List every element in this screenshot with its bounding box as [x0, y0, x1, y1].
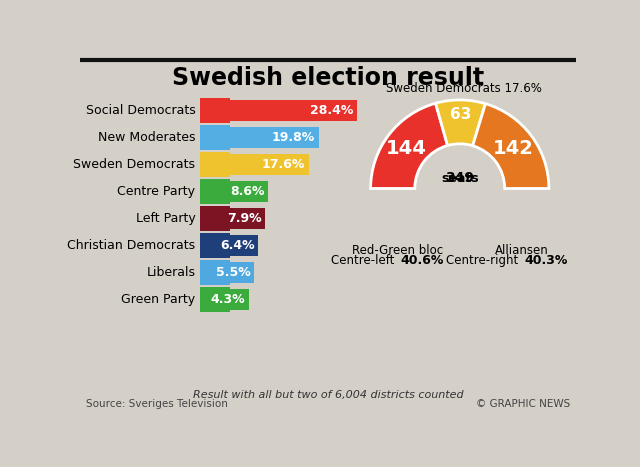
Wedge shape — [371, 103, 447, 189]
Text: Social Democrats: Social Democrats — [86, 104, 195, 117]
FancyBboxPatch shape — [200, 287, 230, 311]
Text: Liberals: Liberals — [147, 266, 195, 279]
Text: Red-Green bloc: Red-Green bloc — [352, 244, 444, 257]
Text: 40.3%: 40.3% — [524, 254, 568, 267]
Text: 144: 144 — [386, 139, 427, 158]
Text: Sweden Democrats: Sweden Democrats — [74, 158, 195, 171]
FancyBboxPatch shape — [200, 206, 230, 231]
Text: 7.9%: 7.9% — [227, 212, 261, 225]
FancyBboxPatch shape — [200, 233, 230, 258]
Text: Result with all but two of 6,004 districts counted: Result with all but two of 6,004 distric… — [193, 390, 463, 400]
Text: Centre-right: Centre-right — [445, 254, 522, 267]
FancyBboxPatch shape — [200, 260, 230, 285]
Wedge shape — [436, 100, 486, 146]
Text: 142: 142 — [493, 139, 534, 158]
Text: Green Party: Green Party — [122, 293, 195, 306]
Text: Source: Sveriges Television: Source: Sveriges Television — [86, 399, 228, 410]
Text: Centre-left: Centre-left — [331, 254, 397, 267]
Text: 40.6%: 40.6% — [400, 254, 444, 267]
Text: 63: 63 — [450, 106, 471, 122]
FancyBboxPatch shape — [230, 262, 254, 283]
FancyBboxPatch shape — [200, 125, 230, 150]
Text: 6.4%: 6.4% — [220, 239, 255, 252]
Text: Left Party: Left Party — [136, 212, 195, 225]
FancyBboxPatch shape — [230, 127, 319, 149]
Text: 5.5%: 5.5% — [216, 266, 250, 279]
FancyBboxPatch shape — [230, 289, 249, 310]
Wedge shape — [473, 104, 549, 189]
Text: 349: 349 — [445, 171, 474, 185]
Text: Swedish election result: Swedish election result — [172, 66, 484, 90]
FancyBboxPatch shape — [230, 208, 265, 229]
FancyBboxPatch shape — [230, 181, 268, 202]
FancyBboxPatch shape — [230, 100, 358, 121]
FancyBboxPatch shape — [230, 235, 259, 256]
Text: Christian Democrats: Christian Democrats — [67, 239, 195, 252]
Text: seats: seats — [441, 157, 479, 185]
FancyBboxPatch shape — [230, 154, 309, 176]
Text: New Moderates: New Moderates — [98, 131, 195, 144]
Text: Alliansen: Alliansen — [495, 244, 548, 257]
FancyBboxPatch shape — [200, 179, 230, 204]
Text: Sweden Democrats 17.6%: Sweden Democrats 17.6% — [386, 82, 541, 95]
Text: 17.6%: 17.6% — [262, 158, 305, 171]
Text: 28.4%: 28.4% — [310, 104, 353, 117]
Text: 19.8%: 19.8% — [271, 131, 315, 144]
Text: 8.6%: 8.6% — [230, 185, 264, 198]
FancyBboxPatch shape — [200, 152, 230, 177]
Text: 4.3%: 4.3% — [211, 293, 245, 306]
Text: © GRAPHIC NEWS: © GRAPHIC NEWS — [476, 399, 570, 410]
FancyBboxPatch shape — [200, 99, 230, 123]
Text: Centre Party: Centre Party — [118, 185, 195, 198]
